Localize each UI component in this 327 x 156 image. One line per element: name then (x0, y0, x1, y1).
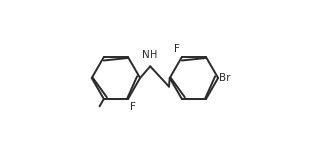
Text: N: N (142, 50, 149, 60)
Text: H: H (150, 50, 158, 60)
Text: F: F (129, 102, 135, 112)
Text: F: F (174, 44, 180, 54)
Text: Br: Br (219, 73, 231, 83)
